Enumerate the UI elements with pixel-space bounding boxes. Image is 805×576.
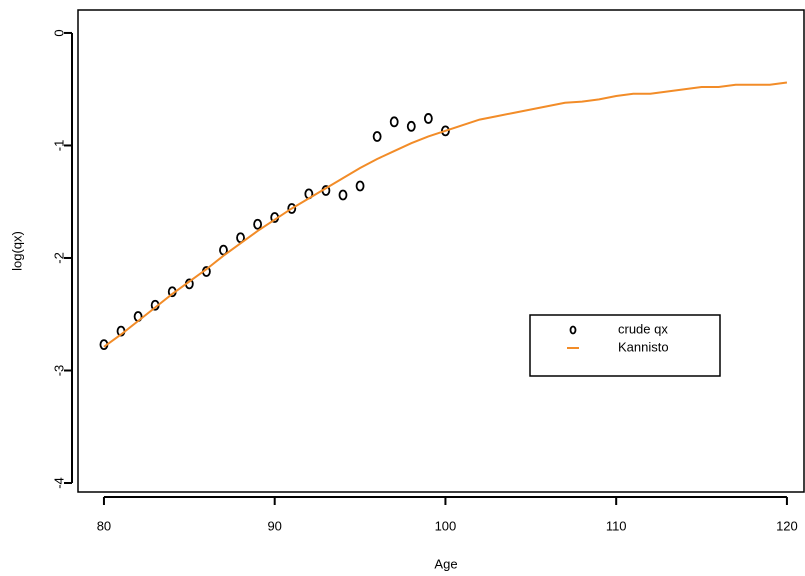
- x-tick-label: 120: [776, 518, 798, 533]
- legend-label: Kannisto: [618, 339, 669, 354]
- legend-swatch: [569, 325, 577, 335]
- point: [372, 131, 382, 142]
- point: [389, 116, 399, 128]
- point: [406, 120, 416, 132]
- point: [441, 125, 450, 137]
- y-tick-label: -2: [51, 252, 66, 264]
- x-tick-label: 110: [606, 518, 627, 533]
- point: [253, 218, 263, 230]
- x-tick-label: 90: [267, 518, 281, 533]
- x-tick-label: 100: [435, 518, 457, 533]
- x-axis-label: Age: [434, 556, 457, 571]
- y-tick-label: 0: [51, 29, 66, 36]
- y-tick-label: -1: [51, 140, 66, 152]
- point: [287, 203, 297, 214]
- point: [355, 180, 365, 192]
- y-tick-label: -4: [51, 477, 66, 489]
- legend-label: crude qx: [618, 321, 668, 336]
- y-tick-label: -3: [51, 365, 66, 377]
- legend-box: [529, 314, 721, 377]
- plot-frame: [77, 9, 805, 493]
- point: [423, 113, 433, 124]
- point: [338, 189, 348, 201]
- y-axis-label: log(qx): [9, 231, 24, 271]
- x-tick-label: 80: [97, 518, 111, 533]
- line: [103, 81, 788, 348]
